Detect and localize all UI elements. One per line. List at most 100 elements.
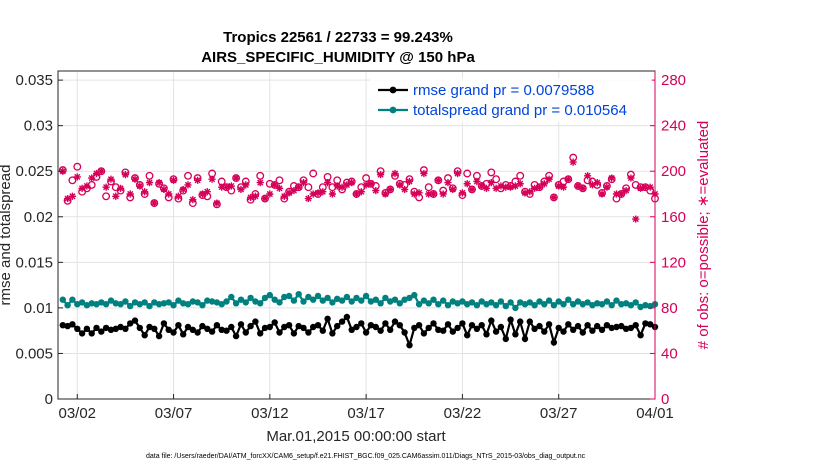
possible-obs-marker: [87, 180, 96, 189]
evaluated-obs-marker: [271, 181, 279, 189]
evaluated-obs-marker: [92, 169, 101, 178]
data-point: [502, 302, 509, 310]
y-tick-label-left: 0.03: [24, 118, 53, 135]
evaluated-obs-marker: [482, 184, 491, 192]
evaluated-obs-marker: [328, 190, 337, 198]
data-point: [406, 294, 413, 302]
evaluated-obs-marker: [579, 184, 587, 192]
evaluated-obs-marker: [304, 194, 312, 203]
possible-obs-marker: [102, 192, 111, 201]
y-tick-label-left: 0.025: [15, 163, 53, 180]
data-point: [180, 300, 187, 307]
data-point: [618, 301, 625, 308]
evaluated-obs-marker: [107, 175, 115, 183]
data-point: [377, 300, 384, 307]
data-point: [536, 322, 543, 330]
evaluated-obs-marker: [391, 169, 399, 178]
data-point: [521, 301, 529, 308]
data-point: [232, 332, 240, 340]
x-tick-label: 03/17: [347, 405, 385, 422]
data-point: [59, 296, 66, 303]
data-point: [492, 302, 500, 309]
data-point: [401, 296, 408, 303]
evaluated-obs-marker: [420, 169, 428, 178]
data-point: [642, 320, 649, 327]
evaluated-obs-marker: [632, 215, 640, 223]
data-point: [541, 301, 548, 308]
data-point: [492, 328, 500, 335]
data-point: [382, 320, 389, 327]
evaluated-obs-marker: [165, 190, 173, 198]
data-point: [160, 320, 168, 327]
evaluated-obs-marker: [487, 179, 495, 187]
data-point: [627, 302, 635, 309]
evaluated-obs-marker: [454, 169, 462, 178]
data-point: [358, 297, 365, 304]
evaluated-obs-marker: [444, 179, 452, 187]
evaluated-obs-marker: [68, 192, 77, 200]
evaluated-obs-marker: [559, 183, 568, 191]
data-point: [517, 299, 524, 306]
data-point: [319, 297, 326, 304]
legend-label: rmse grand pr = 0.0079588: [413, 82, 594, 99]
evaluated-obs-marker: [227, 182, 235, 190]
evaluated-obs-marker: [83, 182, 91, 190]
data-point: [420, 297, 428, 304]
evaluated-obs-marker: [121, 171, 130, 179]
evaluated-obs-marker: [396, 181, 404, 189]
evaluated-obs-marker: [531, 184, 539, 192]
evaluated-obs-marker: [261, 194, 269, 203]
legend-marker: [389, 86, 397, 94]
data-point: [247, 322, 254, 330]
data-point: [83, 302, 91, 309]
data-point: [213, 322, 221, 329]
x-tick-label: 03/12: [251, 405, 289, 422]
data-point: [589, 302, 596, 309]
data-point: [608, 324, 615, 332]
data-point: [391, 296, 399, 303]
data-point: [367, 322, 375, 329]
data-point: [565, 296, 572, 303]
data-point: [74, 325, 81, 332]
data-point: [127, 320, 134, 327]
possible-obs-marker: [256, 171, 265, 180]
data-point: [598, 326, 606, 333]
data-point: [415, 301, 423, 308]
data-point: [160, 300, 168, 307]
data-point: [93, 301, 100, 308]
data-point: [300, 298, 307, 305]
data-point: [372, 323, 379, 331]
data-point: [584, 322, 591, 329]
data-point: [218, 301, 225, 308]
data-point: [488, 317, 495, 324]
legend-label: totalspread grand pr = 0.010564: [413, 102, 627, 119]
data-point: [117, 301, 124, 308]
evaluated-obs-marker: [150, 199, 158, 207]
evaluated-obs-marker: [141, 188, 149, 196]
data-point: [266, 291, 273, 299]
data-point: [98, 299, 105, 306]
evaluated-obs-marker: [126, 190, 134, 198]
data-point: [261, 324, 269, 332]
evaluated-obs-marker: [266, 190, 274, 198]
possible-obs-marker: [275, 176, 284, 185]
data-point: [401, 329, 408, 336]
y-tick-label-right: 160: [661, 209, 686, 226]
data-point: [281, 323, 288, 331]
possible-obs-marker: [304, 183, 313, 192]
evaluated-obs-marker: [290, 186, 298, 195]
data-point: [194, 329, 201, 336]
evaluated-obs-marker: [473, 177, 481, 186]
evaluated-obs-marker: [78, 184, 86, 192]
y-tick-label-right: 0: [661, 391, 669, 408]
y-tick-label-right: 40: [661, 345, 678, 362]
evaluated-obs-marker: [222, 183, 231, 191]
data-point: [64, 322, 71, 330]
data-point: [608, 302, 615, 309]
evaluated-obs-marker: [112, 192, 120, 200]
data-point: [218, 326, 225, 333]
data-point: [276, 299, 283, 306]
data-point: [170, 329, 177, 336]
data-point: [329, 330, 336, 337]
data-point: [131, 317, 139, 324]
